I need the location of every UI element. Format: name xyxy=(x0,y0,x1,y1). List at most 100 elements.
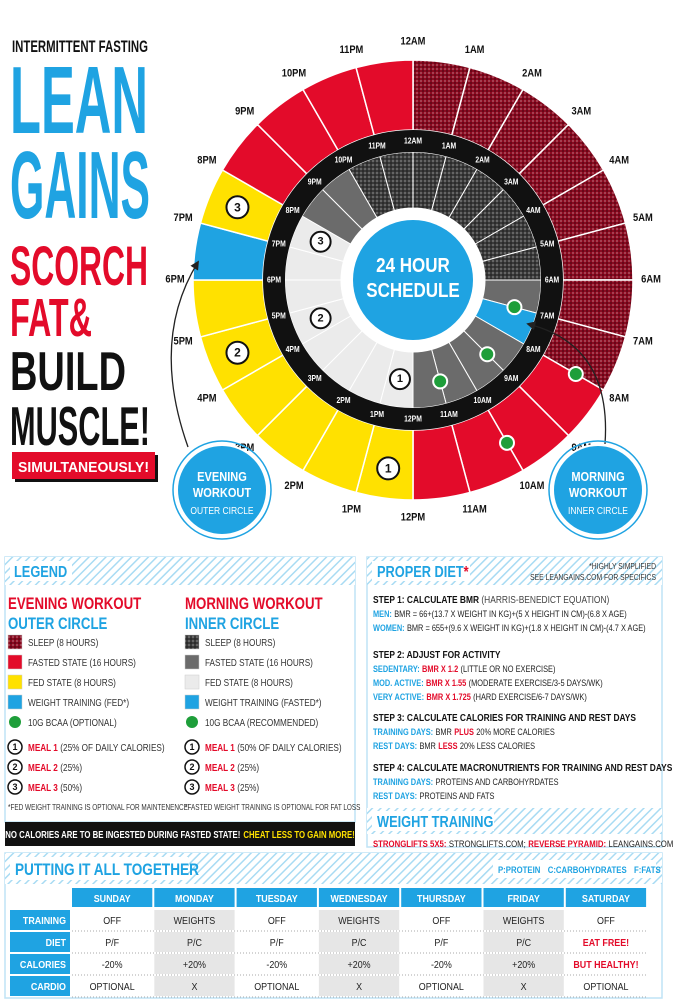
meal-icon-number: 1 xyxy=(189,742,194,752)
inner-hour-label: 10PM xyxy=(335,155,353,165)
row-header xyxy=(10,910,70,930)
inner-hour-label: 9PM xyxy=(308,177,322,187)
cell: +20% xyxy=(512,959,535,971)
meal-line: MEAL 2 (25%) xyxy=(205,762,259,773)
weight-title: WEIGHT TRAINING xyxy=(377,814,493,832)
cell: X xyxy=(521,981,527,993)
inner-hour-label: 12AM xyxy=(404,136,422,146)
step-title-text: STEP 3: CALCULATE CALORIES FOR TRAINING … xyxy=(373,712,636,724)
legend-item: FASTED STATE (16 HOURS) xyxy=(205,657,313,668)
meal-number: 1 xyxy=(385,461,392,475)
legend-swatch xyxy=(9,716,21,728)
outer-hour-label: 4PM xyxy=(197,393,216,405)
outer-hour-label: 12AM xyxy=(401,36,426,48)
meal-line: MEAL 1 (50% OF DAILY CALORIES) xyxy=(205,742,342,753)
bubble-title: EVENING xyxy=(197,469,247,484)
evening-arrow xyxy=(170,260,199,448)
text-part: BMR X 1.2 xyxy=(422,663,458,674)
inner-hour-label: 7PM xyxy=(272,239,286,249)
meal-icon xyxy=(7,759,23,775)
meal-detail: (25%) xyxy=(60,762,82,773)
meal-detail: (25%) xyxy=(237,782,259,793)
inner-hour-label: 2PM xyxy=(337,396,351,406)
inner-hour-label: 8AM xyxy=(526,345,540,355)
inner-hour-label: 6PM xyxy=(267,275,281,285)
inner-hour-label: 7AM xyxy=(540,311,554,321)
text-part: PLUS xyxy=(454,726,474,737)
day-name: THURSDAY xyxy=(417,893,466,905)
bcaa-dot xyxy=(506,299,523,316)
plan-key-item: C:CARBOHYDRATES xyxy=(548,864,627,875)
text-part: MEN: xyxy=(373,608,392,619)
row-header xyxy=(10,976,70,996)
legend-swatch xyxy=(184,694,200,710)
meal-line: MEAL 3 (25%) xyxy=(205,782,259,793)
cell: OPTIONAL xyxy=(419,981,465,993)
legend-swatch xyxy=(7,654,23,670)
text-part: (MODERATE EXERCISE/3-5 DAYS/WK) xyxy=(469,677,603,688)
outer-hour-label: 7AM xyxy=(633,336,653,348)
plan-key: P:PROTEIN C:CARBOHYDRATES F:FATS xyxy=(498,864,661,875)
legend-item: WEIGHT TRAINING (FED*) xyxy=(28,697,129,708)
day-header xyxy=(236,888,317,907)
text-part: BMR X 1.725 xyxy=(426,691,471,702)
cell: OFF xyxy=(597,915,615,927)
day-name: SUNDAY xyxy=(94,893,131,905)
cell: OFF xyxy=(103,915,121,927)
hour-ring xyxy=(263,130,563,430)
text-part: REVERSE PYRAMID: xyxy=(528,838,606,849)
text-part: TRAINING DAYS: xyxy=(373,776,433,787)
cell: P/C xyxy=(516,937,531,949)
day-header xyxy=(318,888,400,907)
row-header xyxy=(10,932,70,952)
cell: -20% xyxy=(102,959,123,971)
text-part: PROTEINS AND FATS xyxy=(419,790,494,801)
center-title: 24 HOUR xyxy=(376,254,450,277)
step-line: WOMEN: BMR = 655+(9.6 X WEIGHT IN KG)+(1.… xyxy=(373,622,646,633)
inner-hour-label: 3PM xyxy=(308,373,322,383)
cell-shade xyxy=(318,954,400,974)
bubble-title: WORKOUT xyxy=(569,485,628,500)
inner-hour-label: 1PM xyxy=(370,409,384,419)
plan-key-item: F:FATS xyxy=(634,864,661,875)
text-part: TRAINING DAYS: xyxy=(373,726,433,737)
cell: X xyxy=(191,981,197,993)
step-line: TRAINING DAYS: BMR PLUS 20% MORE CALORIES xyxy=(373,726,555,737)
meal-number: 3 xyxy=(318,236,324,248)
text-part: LEANGAINS.COM xyxy=(609,838,674,849)
text-part: BMR X 1.55 xyxy=(426,677,467,688)
row-label: CARDIO xyxy=(31,981,67,993)
legend-swatch xyxy=(7,674,23,690)
kicker: INTERMITTENT FASTING xyxy=(12,37,148,56)
cell: WEIGHTS xyxy=(338,915,380,927)
legend-item: 10G BCAA (RECOMMENDED) xyxy=(205,717,318,728)
text-part: REST DAYS: xyxy=(373,790,417,801)
bcaa-dot xyxy=(432,373,449,390)
legend-swatch xyxy=(186,716,198,728)
meal-icon-number: 3 xyxy=(189,782,194,792)
outer-hour-label: 10AM xyxy=(520,480,545,492)
inner-hour-label: 1AM xyxy=(442,141,456,151)
cell-shade xyxy=(318,932,400,952)
legend-item: WEIGHT TRAINING (FASTED*) xyxy=(205,697,322,708)
meal-marker xyxy=(225,195,250,220)
outer-hour-label: 8PM xyxy=(197,155,216,167)
step-title-text: STEP 4: CALCULATE MACRONUTRIENTS FOR TRA… xyxy=(373,762,672,774)
outer-hour-label: 3AM xyxy=(571,106,591,118)
day-header xyxy=(72,888,153,907)
center-disc xyxy=(353,220,473,340)
tag: SIMULTANEOUSLY! xyxy=(18,459,149,476)
cell-shade xyxy=(154,910,235,930)
row-label: TRAINING xyxy=(23,915,66,927)
diet-title: PROPER DIET* xyxy=(377,564,469,582)
cell-shade xyxy=(483,932,564,952)
bubble xyxy=(176,444,268,536)
cell-shade xyxy=(154,954,235,974)
legend-swatch xyxy=(184,634,200,650)
cell: +20% xyxy=(348,959,371,971)
cell-shade xyxy=(154,976,235,996)
inner-hour-label: 11AM xyxy=(440,409,458,419)
text-part: BMR xyxy=(435,726,451,737)
inner-hour-label: 4AM xyxy=(526,206,540,216)
